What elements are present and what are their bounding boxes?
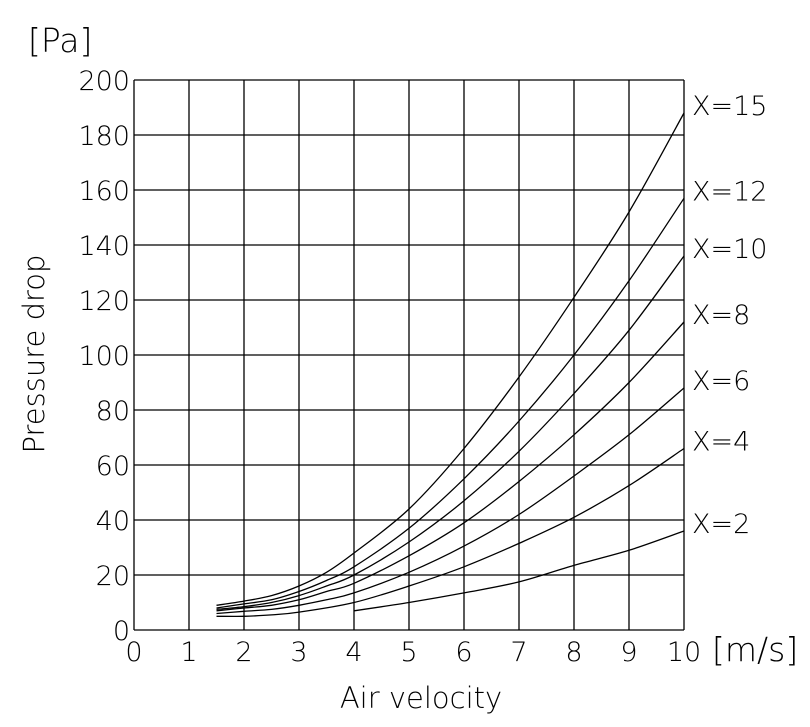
x-tick-label: 1 [180,637,197,668]
x-tick-labels: 0 1 2 3 4 5 6 7 8 9 10 [125,637,701,668]
x-tick-label: 3 [290,637,307,668]
series-label: X=8 [692,300,750,331]
series-line [216,197,685,609]
x-axis-label: Air velocity [340,681,502,715]
y-tick-labels: 0 20 40 60 80 100 120 140 160 180 200 [78,66,130,647]
x-tick-label: 4 [345,637,362,668]
y-unit-label: [Pa] [28,21,92,60]
x-tick-label: 7 [510,637,527,668]
series-labels: X=15 X=12 X=10 X=8 X=6 X=4 X=2 [692,91,767,540]
series-label: X=10 [692,234,767,265]
y-tick-label: 60 [96,451,130,482]
series-label: X=15 [692,91,767,122]
series-label: X=6 [692,366,750,397]
y-tick-label: 80 [96,396,130,427]
x-tick-label: 10 [667,637,701,668]
series-line [216,112,685,606]
y-tick-label: 0 [113,616,130,647]
series-label: X=4 [692,427,750,458]
y-axis-label: Pressure drop [17,255,51,454]
x-tick-label: 8 [565,637,582,668]
y-tick-label: 180 [78,121,130,152]
y-tick-label: 120 [78,286,130,317]
y-tick-label: 200 [78,66,130,97]
series-line [216,255,685,611]
y-tick-label: 160 [78,176,130,207]
series-line [353,530,685,612]
curve-group [216,112,685,618]
x-tick-label: 2 [235,637,252,668]
x-unit-label: [m/s] [712,630,798,669]
y-tick-label: 20 [96,561,130,592]
x-tick-label: 0 [125,637,142,668]
series-label: X=12 [692,176,767,207]
x-tick-label: 6 [455,637,472,668]
series-line [216,447,685,618]
series-line [216,387,685,615]
plot-grid [133,79,685,631]
y-tick-label: 100 [78,341,130,372]
x-tick-label: 5 [400,637,417,668]
y-tick-label: 140 [78,231,130,262]
x-tick-label: 9 [620,637,637,668]
series-line [216,321,685,612]
series-label: X=2 [692,509,750,540]
y-tick-label: 40 [96,506,130,537]
